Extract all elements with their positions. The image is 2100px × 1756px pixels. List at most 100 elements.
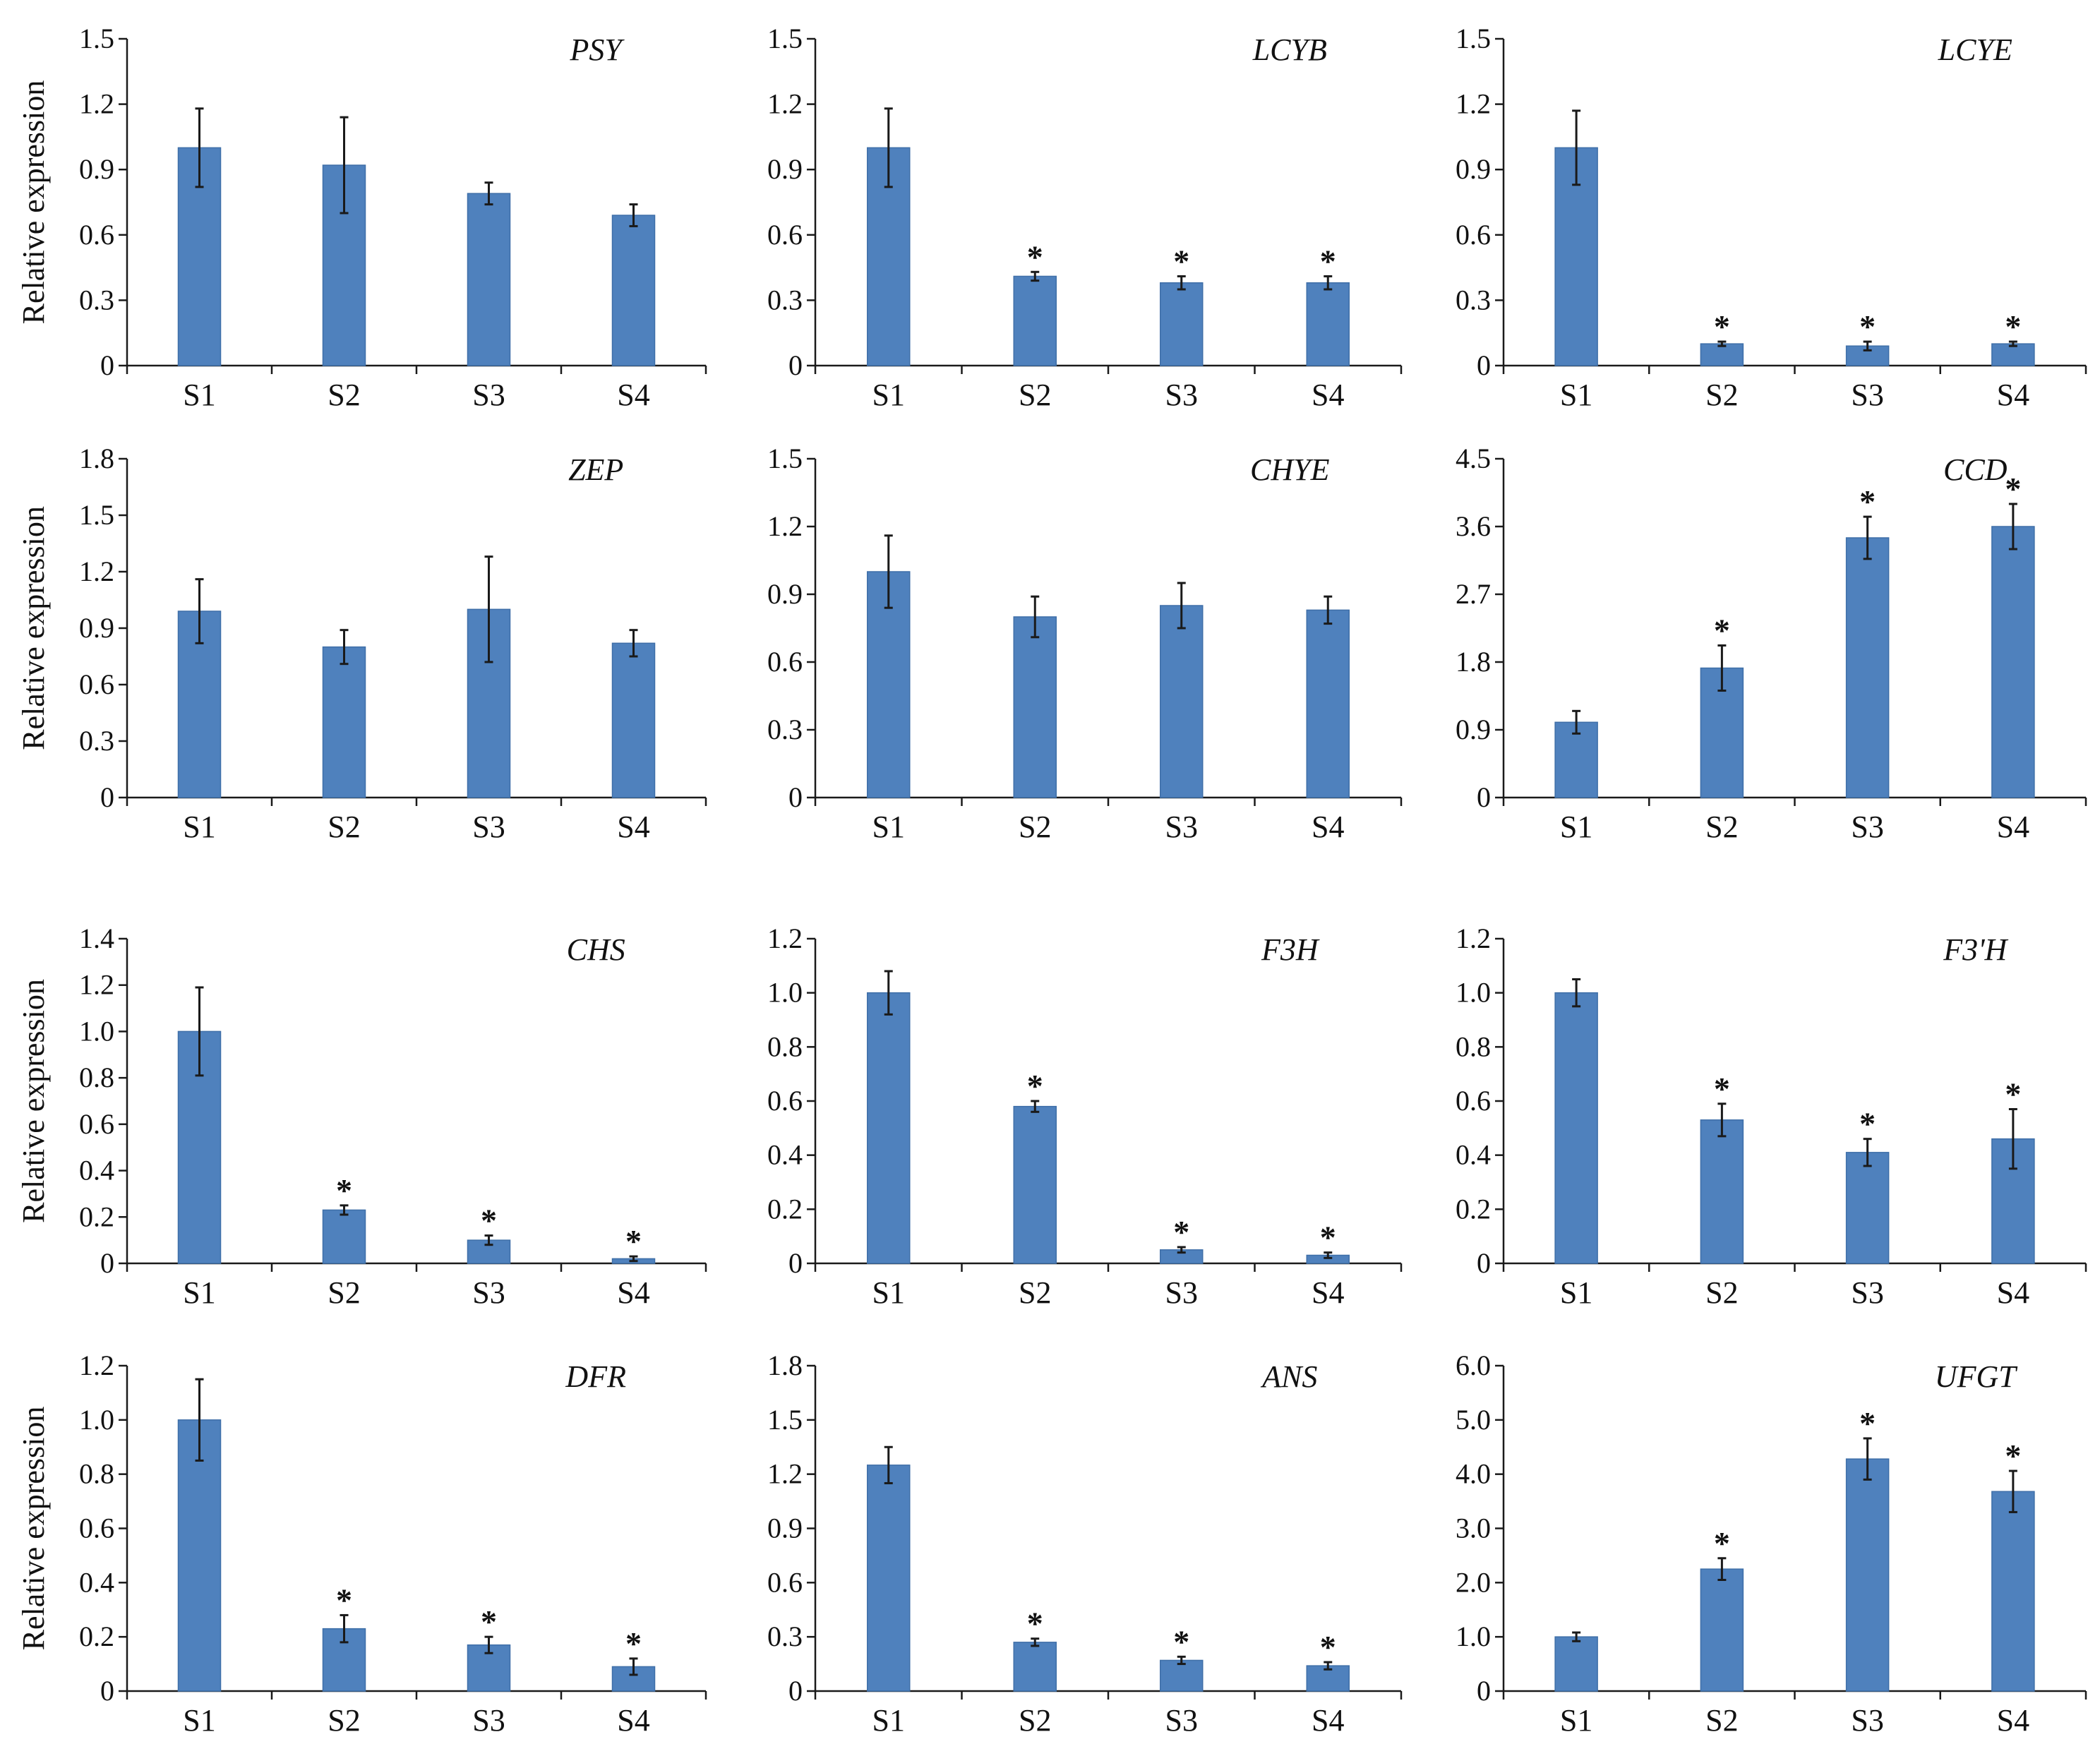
x-category-label: S2 xyxy=(328,1275,360,1310)
chart-ans: 0 0.3 0.6 0.9 1.2 1.5 1.8 S1 * S2 * S3 * S4 ANS xyxy=(767,1349,1403,1738)
significance-marker: * xyxy=(1320,1629,1336,1665)
significance-marker: * xyxy=(1714,308,1730,344)
y-tick-label: 0.3 xyxy=(767,714,803,745)
x-category-label: S2 xyxy=(1705,810,1738,844)
chart-f3h: 0 0.2 0.4 0.6 0.8 1.0 1.2 S1 * S2 * S3 * S4 F3H xyxy=(767,922,1403,1310)
x-category-label: S4 xyxy=(1997,378,2029,412)
y-tick-label: 1.2 xyxy=(79,555,114,587)
y-tick-label: 1.0 xyxy=(1456,977,1491,1009)
y-tick-label: 1.5 xyxy=(767,443,803,474)
significance-marker: * xyxy=(1714,1071,1730,1107)
x-category-label: S2 xyxy=(328,1703,360,1738)
y-tick-label: 0.3 xyxy=(767,284,803,315)
x-category-label: S1 xyxy=(1560,1275,1592,1310)
x-category-label: S3 xyxy=(472,1703,505,1738)
significance-marker: * xyxy=(2005,1076,2021,1112)
gene-title: ANS xyxy=(1260,1359,1317,1394)
bar-ans-s4 xyxy=(1306,1665,1350,1692)
bar-lcyb-s2 xyxy=(1013,275,1057,366)
y-tick-label: 1.5 xyxy=(79,499,114,531)
y-tick-label: 5.0 xyxy=(1456,1404,1491,1436)
bar-chye-s3 xyxy=(1160,605,1204,798)
y-tick-label: 0.9 xyxy=(767,578,803,610)
x-category-label: S2 xyxy=(328,810,360,844)
significance-marker: * xyxy=(625,1223,642,1259)
bar-psy-s3 xyxy=(467,193,511,366)
significance-marker: * xyxy=(481,1604,497,1640)
y-tick-label: 2.7 xyxy=(1456,578,1491,610)
bar-chye-s2 xyxy=(1013,616,1057,798)
gene-title: CCD xyxy=(1943,452,2008,487)
y-axis-label: Relative expression xyxy=(16,506,51,750)
x-category-label: S2 xyxy=(328,378,360,412)
y-tick-label: 3.0 xyxy=(1456,1513,1491,1544)
y-tick-label: 0 xyxy=(100,781,114,813)
x-category-label: S2 xyxy=(1705,1275,1738,1310)
x-category-label: S2 xyxy=(1019,810,1051,844)
y-tick-label: 4.5 xyxy=(1456,443,1491,474)
y-tick-label: 0 xyxy=(788,781,803,813)
x-category-label: S4 xyxy=(1312,1703,1344,1738)
x-category-label: S3 xyxy=(472,378,505,412)
x-category-label: S2 xyxy=(1019,1703,1051,1738)
significance-marker: * xyxy=(1714,613,1730,649)
chart-ufgt: 0 1.0 2.0 3.0 4.0 5.0 6.0 S1 * S2 * S3 * S4 UFGT xyxy=(1456,1349,2087,1738)
y-tick-label: 1.2 xyxy=(79,969,114,1001)
y-tick-label: 0.6 xyxy=(1456,219,1491,251)
chart-chye: 0 0.3 0.6 0.9 1.2 1.5 S1 S2 S3 S4 CHYE xyxy=(767,443,1403,844)
significance-marker: * xyxy=(1859,1405,1876,1441)
y-axis-label: Relative expression xyxy=(16,1407,51,1651)
y-tick-label: 0.6 xyxy=(79,1513,114,1544)
bar-ccd-s4 xyxy=(1991,526,2035,798)
significance-marker: * xyxy=(1320,1220,1336,1256)
y-tick-label: 0 xyxy=(1477,1247,1491,1279)
bar-ufgt-s2 xyxy=(1700,1568,1744,1692)
y-tick-label: 0.9 xyxy=(1456,153,1491,185)
y-tick-label: 0.3 xyxy=(79,284,114,315)
chart-psy: 0 0.3 0.6 0.9 1.2 1.5 S1 S2 S3 S4 PSY Relative expr… xyxy=(16,23,707,412)
y-tick-label: 1.5 xyxy=(79,23,114,54)
y-tick-label: 0.9 xyxy=(79,153,114,185)
gene-title: UFGT xyxy=(1935,1359,2018,1394)
y-tick-label: 1.5 xyxy=(767,23,803,54)
y-tick-label: 1.2 xyxy=(1456,922,1491,954)
significance-marker: * xyxy=(1027,1068,1043,1104)
significance-marker: * xyxy=(1173,1623,1189,1659)
y-tick-label: 0.6 xyxy=(1456,1085,1491,1117)
x-category-label: S3 xyxy=(1165,810,1198,844)
significance-marker: * xyxy=(481,1203,497,1239)
bar-ufgt-s4 xyxy=(1991,1491,2035,1692)
x-category-label: S1 xyxy=(183,810,215,844)
significance-marker: * xyxy=(336,1172,352,1208)
y-tick-label: 0 xyxy=(788,349,803,381)
x-category-label: S3 xyxy=(1851,810,1883,844)
bar-lcyb-s3 xyxy=(1160,282,1204,366)
y-tick-label: 1.0 xyxy=(79,1404,114,1436)
x-category-label: S3 xyxy=(1851,378,1883,412)
gene-title: F3H xyxy=(1261,932,1320,967)
y-tick-label: 0.2 xyxy=(79,1201,114,1232)
y-tick-label: 1.2 xyxy=(79,88,114,120)
bar-psy-s4 xyxy=(611,215,656,366)
gene-title: LCYB xyxy=(1252,32,1327,67)
bar-ccd-s3 xyxy=(1845,537,1890,798)
bar-ufgt-s3 xyxy=(1845,1458,1890,1692)
y-tick-label: 0.2 xyxy=(1456,1193,1491,1225)
x-category-label: S2 xyxy=(1705,378,1738,412)
y-tick-label: 1.2 xyxy=(767,88,803,120)
gene-title: LCYE xyxy=(1938,32,2012,67)
y-tick-label: 1.0 xyxy=(79,1015,114,1047)
y-tick-label: 1.2 xyxy=(767,1458,803,1490)
significance-marker: * xyxy=(1859,483,1876,519)
chart-f3h: 0 0.2 0.4 0.6 0.8 1.0 1.2 S1 * S2 * S3 * S4 F3'H xyxy=(1456,922,2087,1310)
y-tick-label: 0.6 xyxy=(79,1108,114,1140)
y-tick-label: 0.4 xyxy=(767,1139,803,1171)
bar-zep-s4 xyxy=(611,642,656,798)
y-tick-label: 1.2 xyxy=(767,510,803,542)
y-tick-label: 0.6 xyxy=(767,1566,803,1598)
x-category-label: S4 xyxy=(1997,1703,2029,1738)
gene-title: CHYE xyxy=(1250,452,1330,487)
y-tick-label: 1.0 xyxy=(1456,1620,1491,1652)
x-category-label: S1 xyxy=(872,1703,905,1738)
